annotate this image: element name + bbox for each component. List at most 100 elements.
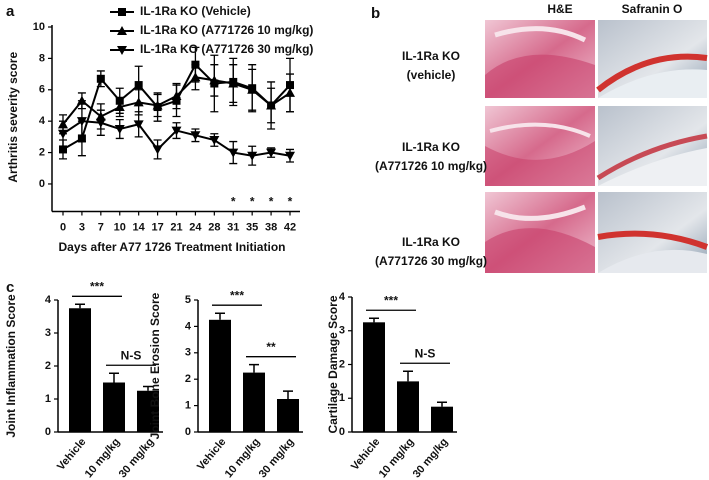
comparison-label: *** — [384, 293, 398, 307]
y-tick-label: 3 — [339, 325, 345, 337]
x-tick-label: 24 — [189, 221, 202, 233]
bar — [243, 372, 265, 432]
x-tick-label: 30 mg/kg — [117, 436, 157, 480]
x-tick-label: 42 — [284, 221, 296, 233]
bar — [103, 382, 125, 432]
panel-label: c — [6, 279, 14, 296]
y-tick-label: 0 — [45, 426, 51, 438]
x-tick-label: Vehicle — [195, 436, 229, 473]
y-tick-label: 0 — [339, 426, 345, 438]
histology-images — [485, 20, 709, 273]
point — [152, 145, 163, 155]
point — [190, 131, 201, 141]
y-tick-label: 1 — [45, 393, 51, 405]
x-tick-label: 14 — [133, 221, 146, 233]
significance: * — [288, 195, 293, 209]
significance: * — [231, 195, 236, 209]
x-tick-label: 30 mg/kg — [257, 436, 297, 480]
point — [228, 148, 239, 158]
point — [266, 100, 277, 110]
error-bar — [403, 370, 413, 382]
error-bar — [215, 312, 225, 320]
point — [171, 126, 182, 136]
significance: * — [250, 195, 255, 209]
legend-label: IL-1Ra KO (A771726 30 mg/kg) — [140, 42, 313, 56]
legend-label: IL-1Ra KO (Vehicle) — [140, 4, 251, 18]
x-tick-label: 35 — [246, 221, 258, 233]
bar — [209, 319, 231, 432]
point — [114, 102, 125, 112]
y-axis-label: Joint Inflammation Score — [4, 294, 18, 438]
y-axis-label: Joint Bone Erosion Score — [148, 292, 162, 439]
x-tick-label: 10 — [114, 221, 126, 233]
y-tick-label: 1 — [185, 400, 191, 412]
error-bar — [369, 317, 379, 323]
panel-label: b — [371, 5, 380, 22]
comparison-label: *** — [90, 279, 104, 293]
point — [266, 148, 277, 158]
y-tick-label: 4 — [185, 320, 192, 332]
y-tick-label: 2 — [339, 358, 345, 370]
row-label: IL-1Ra KO — [402, 49, 460, 63]
x-axis-label: Days after A77 1726 Treatment Initiation — [59, 240, 286, 254]
error-bar — [75, 303, 85, 309]
error-bar — [249, 363, 259, 373]
x-tick-label: 30 mg/kg — [411, 436, 451, 480]
point — [209, 75, 220, 85]
y-tick-label: 0 — [39, 178, 45, 190]
image-he-2 — [485, 106, 595, 186]
error-bar — [109, 372, 119, 383]
image-he-1 — [485, 20, 595, 98]
bar — [277, 399, 299, 432]
y-tick-label: 2 — [185, 373, 191, 385]
image-saf-3 — [597, 192, 709, 273]
comparison-label: ** — [266, 340, 276, 354]
point — [152, 100, 163, 110]
image-saf-2 — [596, 106, 708, 186]
x-tick-label: 0 — [60, 221, 66, 233]
point — [285, 87, 295, 97]
y-axis-label: Arthritis severity score — [6, 52, 20, 183]
comparison-label: N-S — [415, 346, 436, 360]
point — [247, 84, 258, 94]
column-header: H&E — [547, 2, 572, 16]
y-tick-label: 10 — [33, 21, 45, 33]
y-tick-label: 2 — [39, 146, 45, 158]
bar — [137, 390, 159, 432]
x-tick-label: 7 — [98, 221, 104, 233]
x-tick-label: 21 — [170, 221, 182, 233]
point — [134, 81, 143, 90]
series — [58, 100, 295, 166]
y-tick-label: 3 — [45, 327, 51, 339]
column-header: Safranin O — [622, 2, 683, 16]
row-label: (A771726 10 mg/kg) — [375, 159, 487, 173]
point — [58, 129, 68, 139]
x-tick-label: 28 — [208, 221, 220, 233]
x-tick-label: 3 — [79, 221, 85, 233]
row-label: (A771726 30 mg/kg) — [375, 254, 487, 268]
point — [209, 136, 220, 146]
error-bar — [437, 401, 447, 407]
y-axis-label: Cartilage Damage Score — [326, 295, 340, 433]
y-tick-label: 4 — [39, 115, 46, 127]
legend-marker — [117, 26, 127, 35]
point — [228, 78, 239, 88]
point — [133, 120, 144, 130]
comparison-label: *** — [230, 288, 244, 302]
bar — [363, 322, 385, 432]
y-tick-label: 1 — [339, 392, 345, 404]
comparison-label: N-S — [121, 348, 142, 362]
row-label: (vehicle) — [407, 68, 456, 82]
legend-label: IL-1Ra KO (A771726 10 mg/kg) — [140, 23, 313, 37]
image-saf-1 — [596, 20, 708, 98]
point — [95, 118, 106, 128]
bar — [69, 308, 91, 432]
point — [190, 72, 201, 82]
legend-marker — [117, 46, 127, 55]
point — [59, 145, 67, 154]
bar — [397, 381, 419, 432]
y-tick-label: 3 — [185, 347, 191, 359]
significance: * — [269, 195, 274, 209]
point — [133, 97, 144, 107]
